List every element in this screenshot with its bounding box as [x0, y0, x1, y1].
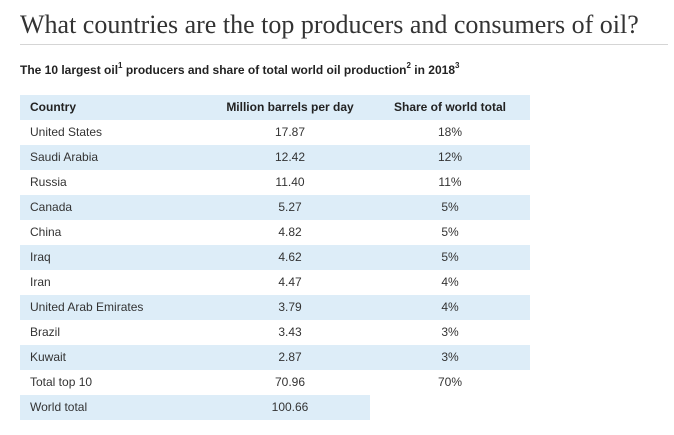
cell-share: 3% [441, 325, 459, 339]
page-title: What countries are the top producers and… [20, 10, 639, 39]
table-row: Iran 4.47 4% [20, 270, 530, 295]
total-top10-mbpd: 70.96 [274, 375, 306, 389]
cell-mbpd: 4.47 [278, 275, 302, 289]
cell-country: Brazil [30, 325, 61, 339]
table-row: Iraq 4.62 5% [20, 245, 530, 270]
cell-country: Kuwait [20, 345, 210, 370]
table-row: United Arab Emirates 3.79 4% [20, 295, 530, 320]
cell-mbpd: 4.62 [210, 245, 370, 270]
cell-country: Russia [30, 175, 67, 189]
cell-mbpd: 17.87 [274, 125, 306, 139]
table-row: Canada 5.27 5% [20, 195, 530, 220]
cell-share: 11% [438, 175, 462, 189]
table-header-row: Country Million barrels per day Share of… [20, 95, 530, 120]
table-row: Saudi Arabia 12.42 12% [20, 145, 530, 170]
footnote-ref-2[interactable]: 2 [406, 61, 411, 70]
cell-share: 12% [370, 145, 530, 170]
cell-share: 4% [370, 295, 530, 320]
footnote-ref-1[interactable]: 1 [118, 61, 123, 70]
cell-share: 5% [441, 225, 459, 239]
table-row: United States 17.87 18% [20, 120, 530, 145]
cell-country: Iran [30, 275, 51, 289]
header-million-barrels: Million barrels per day [210, 95, 370, 120]
cell-share: 5% [370, 245, 530, 270]
cell-share: 5% [370, 195, 530, 220]
table-row: China 4.82 5% [20, 220, 530, 245]
cell-country: United States [30, 125, 103, 139]
cell-share: 4% [441, 275, 459, 289]
cell-country: Iraq [20, 245, 210, 270]
world-total-empty [370, 395, 530, 420]
cell-mbpd: 11.40 [275, 175, 305, 189]
cell-mbpd: 2.87 [210, 345, 370, 370]
total-top10-share: 70% [437, 375, 463, 389]
table-row: Brazil 3.43 3% [20, 320, 530, 345]
cell-country: United Arab Emirates [20, 295, 210, 320]
cell-mbpd: 3.43 [278, 325, 302, 339]
header-share: Share of world total [370, 95, 530, 120]
caption-text-1: The 10 largest oil [20, 63, 119, 77]
table-row: Russia 11.40 11% [20, 170, 530, 195]
cell-mbpd: 4.82 [278, 225, 302, 239]
cell-country: China [30, 225, 62, 239]
world-total-mbpd: 100.66 [210, 395, 370, 420]
cell-mbpd: 5.27 [210, 195, 370, 220]
caption-text-2: producers and share of total world oil p… [122, 63, 407, 77]
world-total-label: World total [20, 395, 210, 420]
header-country: Country [20, 95, 210, 120]
world-total-row: World total 100.66 [20, 395, 530, 420]
cell-mbpd: 3.79 [210, 295, 370, 320]
cell-share: 3% [370, 345, 530, 370]
table-row: Kuwait 2.87 3% [20, 345, 530, 370]
caption-text-3: in 2018 [410, 63, 455, 77]
footnote-ref-3[interactable]: 3 [455, 61, 460, 70]
oil-producers-table: Country Million barrels per day Share of… [20, 95, 530, 420]
total-top10-label: Total top 10 [30, 375, 93, 389]
table-caption: The 10 largest oil1 producers and share … [20, 62, 459, 78]
title-divider [20, 44, 668, 45]
cell-share: 18% [437, 125, 463, 139]
cell-mbpd: 12.42 [210, 145, 370, 170]
cell-country: Canada [20, 195, 210, 220]
total-top10-row: Total top 10 70.96 70% [20, 370, 530, 395]
cell-country: Saudi Arabia [20, 145, 210, 170]
